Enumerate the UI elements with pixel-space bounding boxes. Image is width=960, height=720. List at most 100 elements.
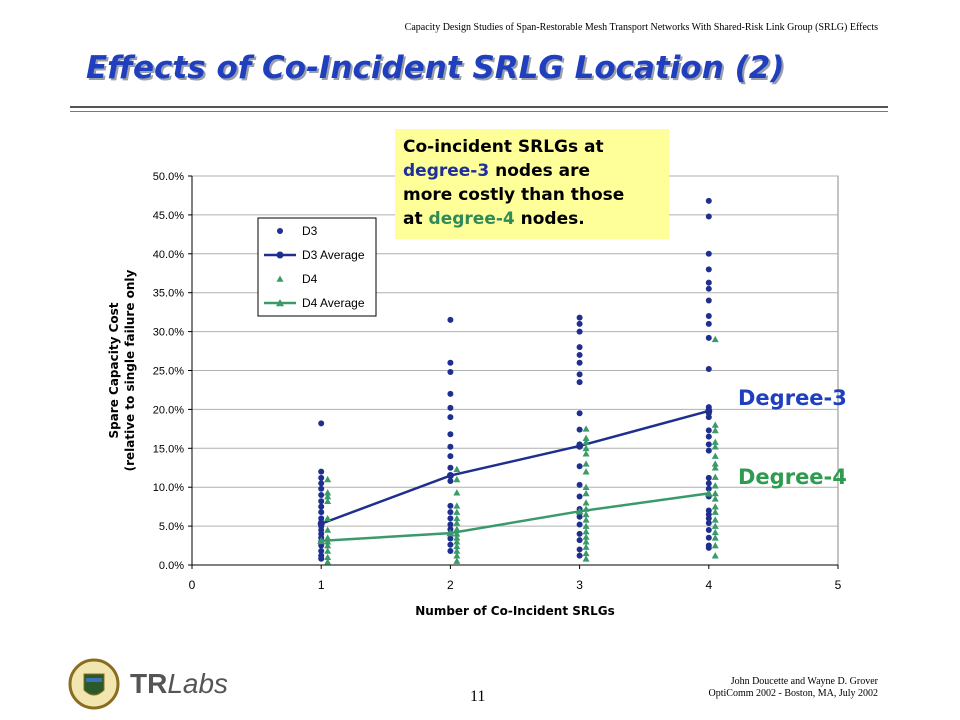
d3-point [447, 547, 454, 554]
d3-point [318, 491, 325, 498]
d3-average-point [705, 407, 713, 415]
d3-point [447, 390, 454, 397]
degree4-label: Degree-4 [738, 465, 847, 489]
d3-point [576, 513, 583, 520]
d3-point [318, 509, 325, 516]
d4-average-point [317, 536, 326, 545]
y-tick-label: 0.0% [159, 560, 184, 572]
d3-point [576, 481, 583, 488]
d3-point [705, 197, 712, 204]
d4-point [453, 514, 461, 522]
slide-title: Effects of Co-Incident SRLG Location (2) [86, 50, 785, 86]
d4-point [711, 516, 719, 523]
legend-label: D3 [302, 224, 318, 238]
d3-point [447, 535, 454, 542]
d4-average-point [575, 507, 584, 515]
d4-point [453, 475, 461, 483]
callout-line1: Co-incident SRLGs at [403, 137, 604, 157]
d3-average-point [446, 472, 454, 480]
callout-line3: more costly than those [403, 185, 625, 205]
d4-point [711, 534, 719, 541]
d3-point [447, 541, 454, 548]
d4-point [453, 542, 461, 550]
degree3-label: Degree-3 [738, 386, 847, 410]
d3-point [705, 433, 712, 440]
y-tick-label: 25.0% [153, 366, 184, 378]
d4-point [582, 516, 590, 523]
d3-point [576, 371, 583, 378]
legend-box [257, 217, 377, 317]
legend-marker-d4-average [276, 299, 284, 307]
d4-point [582, 468, 590, 475]
legend-marker-d4 [276, 275, 284, 282]
d4-point [324, 489, 332, 496]
d3-point [705, 266, 712, 273]
d3-point [576, 521, 583, 528]
d3-point [705, 544, 712, 551]
d4-point [711, 335, 719, 343]
d3-point [576, 426, 583, 433]
d4-point [582, 533, 590, 540]
d4-point [324, 542, 332, 549]
d4-point [324, 534, 332, 541]
d3-point [318, 485, 325, 492]
d3-point [705, 485, 712, 492]
d3-point [576, 546, 583, 553]
y-axis-label-line2: (relative to single failure only [123, 269, 137, 471]
d3-point [705, 250, 712, 257]
d3-point [705, 447, 712, 454]
d3-point [705, 334, 712, 341]
d3-average-line [320, 409, 710, 525]
d4-point [453, 525, 461, 533]
d4-point [711, 443, 719, 450]
d4-point [582, 450, 590, 457]
d3-point [705, 279, 712, 286]
x-axis-label: Number of Co-Incident SRLGs [415, 604, 615, 618]
d4-point [711, 464, 719, 471]
d3-point [576, 410, 583, 417]
d3-point [576, 552, 583, 559]
d4-point [711, 508, 719, 515]
d3-point [447, 316, 454, 323]
d4-point [582, 434, 590, 441]
d4-point [453, 502, 461, 509]
d4-point [453, 465, 461, 473]
d3-point [318, 503, 325, 510]
d3-point [705, 297, 712, 304]
callout-line4b: nodes. [514, 209, 585, 229]
d4-average-point [704, 489, 713, 497]
d4-point [711, 426, 719, 434]
d4-point [453, 557, 461, 564]
legend-label: D4 [302, 272, 318, 286]
d4-point [582, 444, 590, 452]
title-divider-thin [70, 111, 888, 112]
d4-point [324, 558, 332, 565]
x-tick-label: 4 [705, 578, 712, 592]
d4-point [711, 421, 719, 428]
d4-point [582, 528, 590, 535]
d3-point [447, 414, 454, 421]
d3-average-point [317, 520, 325, 528]
d3-point [576, 328, 583, 335]
d3-point [705, 313, 712, 320]
d3-point [447, 521, 454, 528]
d4-point [324, 547, 332, 554]
d3-point [318, 468, 325, 475]
d3-point [705, 519, 712, 526]
x-tick-label: 2 [447, 578, 454, 592]
d4-point [324, 475, 332, 483]
y-tick-label: 10.0% [153, 482, 184, 494]
d4-average-point [446, 529, 455, 537]
callout-highlight-degree4: degree-4 [428, 209, 515, 229]
university-logo [68, 658, 120, 710]
x-tick-label: 0 [189, 578, 196, 592]
y-tick-label: 15.0% [153, 443, 184, 455]
page-number: 11 [470, 688, 486, 705]
d3-point [447, 477, 454, 484]
y-tick-label: 35.0% [153, 288, 184, 300]
d4-point [711, 460, 719, 467]
d3-point [705, 213, 712, 220]
d4-point [711, 489, 719, 497]
y-tick-label: 30.0% [153, 327, 184, 339]
